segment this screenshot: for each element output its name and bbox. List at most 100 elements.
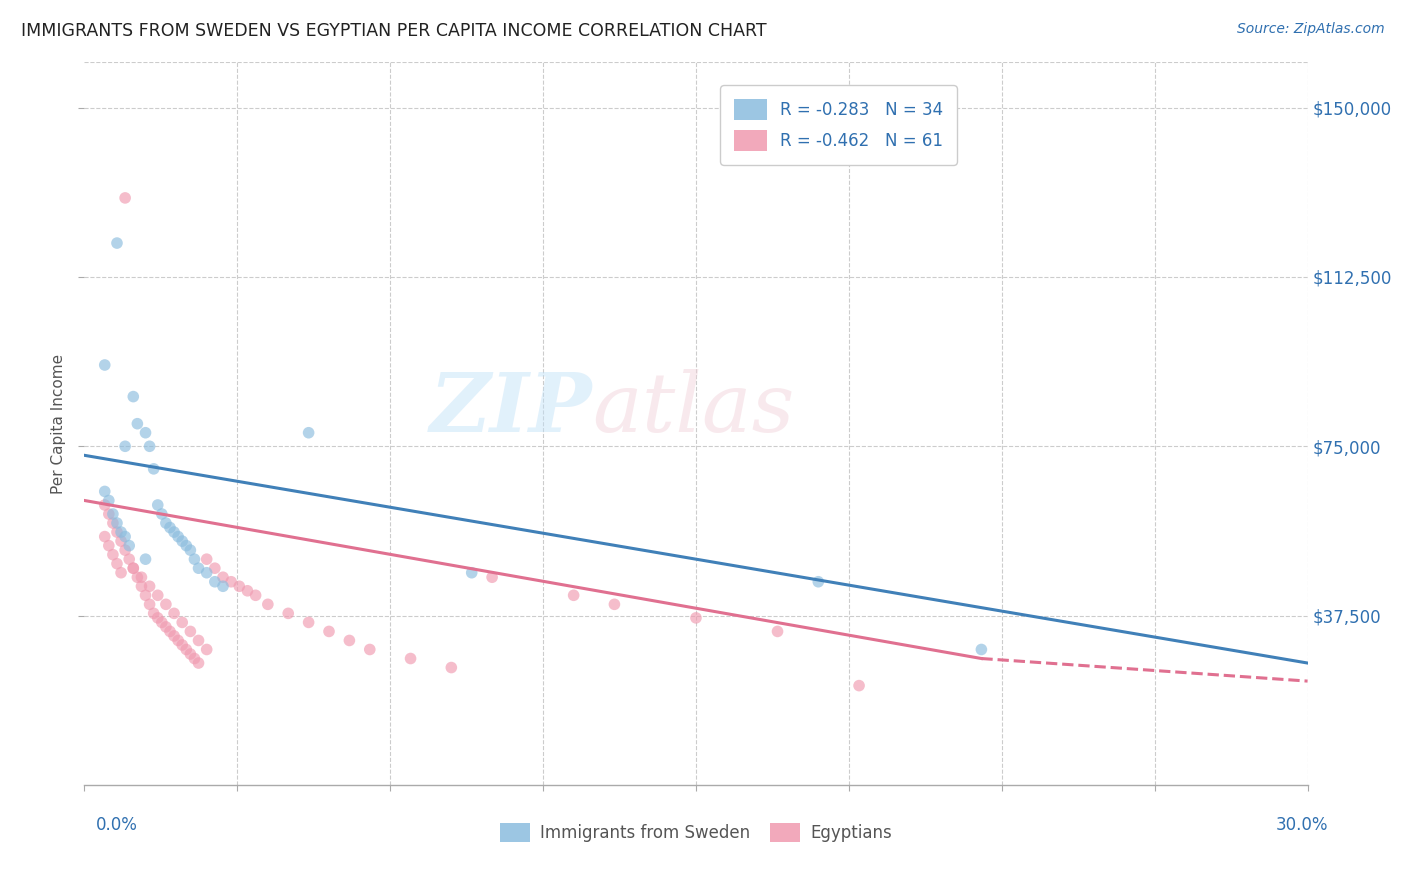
- Point: [172, 638, 194, 652]
- Point: [105, 524, 128, 539]
- Text: Source: ZipAtlas.com: Source: ZipAtlas.com: [1237, 22, 1385, 37]
- Point: [179, 543, 201, 558]
- Point: [114, 439, 136, 453]
- Point: [93, 498, 115, 512]
- Point: [298, 425, 321, 440]
- Point: [93, 484, 115, 499]
- Point: [159, 520, 181, 534]
- Point: [135, 552, 157, 566]
- Point: [110, 566, 132, 580]
- Point: [339, 633, 361, 648]
- Point: [135, 588, 157, 602]
- Text: 0.0%: 0.0%: [96, 816, 138, 834]
- Point: [142, 607, 165, 621]
- Point: [131, 570, 153, 584]
- Point: [131, 579, 153, 593]
- Point: [461, 566, 484, 580]
- Point: [298, 615, 321, 630]
- Point: [105, 557, 128, 571]
- Point: [970, 642, 993, 657]
- Point: [146, 498, 169, 512]
- Point: [179, 624, 201, 639]
- Point: [204, 561, 226, 575]
- Point: [245, 588, 267, 602]
- Point: [183, 651, 205, 665]
- Point: [122, 561, 145, 575]
- Point: [766, 624, 789, 639]
- Point: [155, 620, 177, 634]
- Point: [127, 417, 149, 431]
- Point: [277, 607, 299, 621]
- Point: [93, 530, 115, 544]
- Point: [150, 507, 173, 521]
- Point: [167, 530, 190, 544]
- Point: [562, 588, 585, 602]
- Text: ZIP: ZIP: [429, 369, 592, 450]
- Point: [105, 516, 128, 530]
- Text: 30.0%: 30.0%: [1277, 816, 1329, 834]
- Point: [204, 574, 226, 589]
- Point: [114, 191, 136, 205]
- Point: [146, 611, 169, 625]
- Point: [183, 552, 205, 566]
- Point: [97, 507, 120, 521]
- Point: [163, 524, 186, 539]
- Point: [685, 611, 707, 625]
- Point: [228, 579, 250, 593]
- Y-axis label: Per Capita Income: Per Capita Income: [51, 353, 66, 494]
- Point: [93, 358, 115, 372]
- Point: [138, 439, 160, 453]
- Point: [138, 598, 160, 612]
- Point: [174, 642, 197, 657]
- Point: [318, 624, 340, 639]
- Point: [399, 651, 422, 665]
- Point: [440, 660, 463, 674]
- Point: [219, 574, 242, 589]
- Legend: R = -0.283   N = 34, R = -0.462   N = 61: R = -0.283 N = 34, R = -0.462 N = 61: [720, 86, 956, 165]
- Point: [187, 656, 209, 670]
- Point: [236, 583, 259, 598]
- Point: [97, 539, 120, 553]
- Point: [127, 570, 149, 584]
- Point: [101, 516, 124, 530]
- Point: [212, 579, 235, 593]
- Text: IMMIGRANTS FROM SWEDEN VS EGYPTIAN PER CAPITA INCOME CORRELATION CHART: IMMIGRANTS FROM SWEDEN VS EGYPTIAN PER C…: [21, 22, 766, 40]
- Point: [114, 530, 136, 544]
- Point: [138, 579, 160, 593]
- Point: [110, 534, 132, 549]
- Point: [135, 425, 157, 440]
- Point: [101, 507, 124, 521]
- Point: [122, 390, 145, 404]
- Point: [110, 524, 132, 539]
- Point: [603, 598, 626, 612]
- Point: [97, 493, 120, 508]
- Point: [163, 629, 186, 643]
- Point: [122, 561, 145, 575]
- Point: [167, 633, 190, 648]
- Point: [807, 574, 830, 589]
- Point: [257, 598, 280, 612]
- Point: [187, 561, 209, 575]
- Point: [174, 539, 197, 553]
- Point: [105, 235, 128, 250]
- Point: [179, 647, 201, 661]
- Point: [142, 462, 165, 476]
- Point: [172, 615, 194, 630]
- Point: [118, 552, 141, 566]
- Point: [212, 570, 235, 584]
- Point: [101, 548, 124, 562]
- Point: [114, 543, 136, 558]
- Point: [155, 516, 177, 530]
- Point: [481, 570, 503, 584]
- Point: [359, 642, 381, 657]
- Point: [187, 633, 209, 648]
- Point: [848, 679, 870, 693]
- Point: [150, 615, 173, 630]
- Point: [195, 552, 218, 566]
- Point: [118, 539, 141, 553]
- Point: [172, 534, 194, 549]
- Point: [159, 624, 181, 639]
- Point: [195, 642, 218, 657]
- Point: [146, 588, 169, 602]
- Point: [163, 607, 186, 621]
